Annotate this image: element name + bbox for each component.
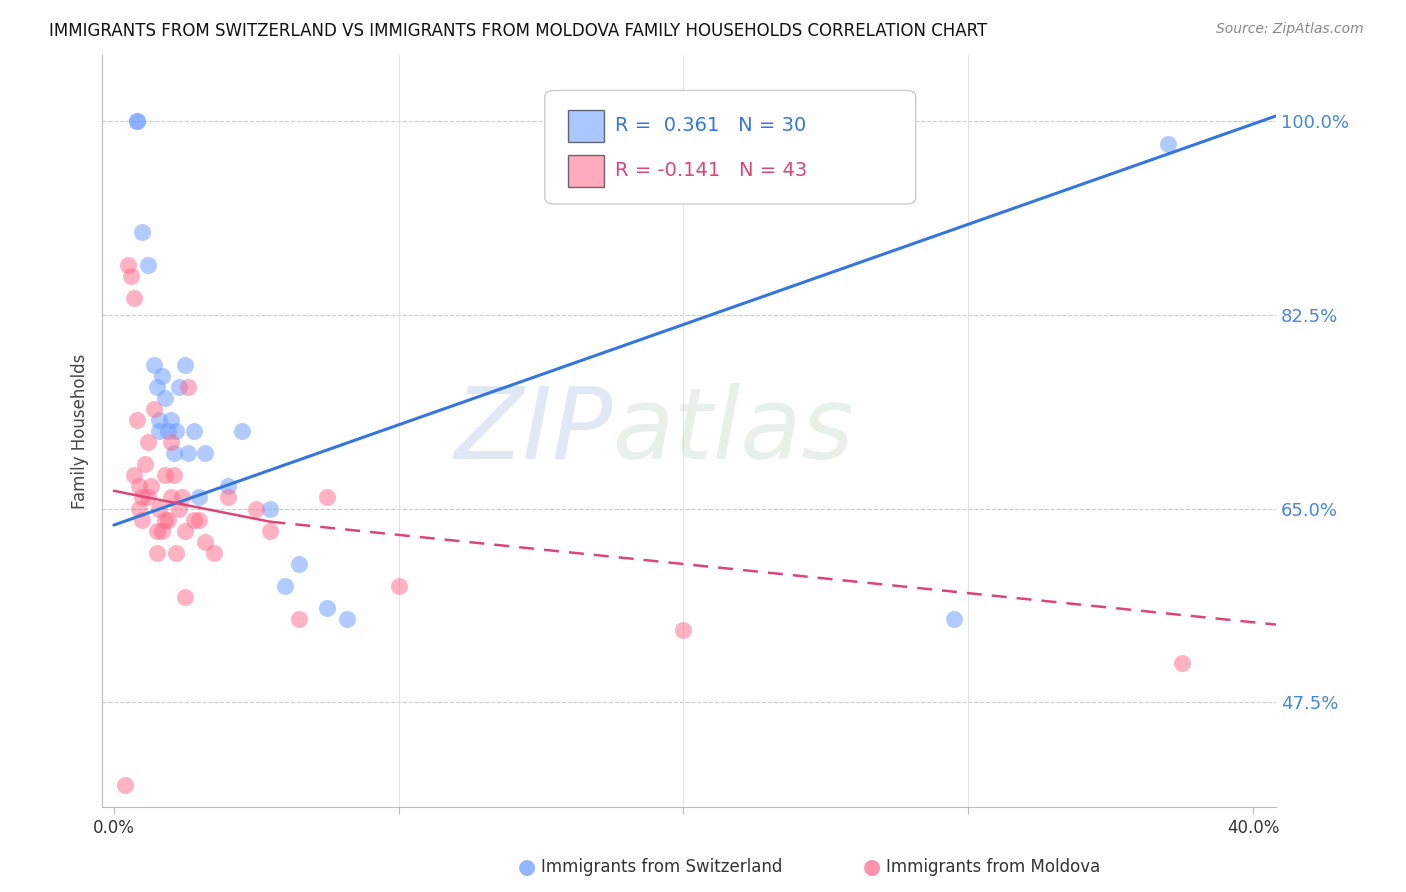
Point [145, 524, 167, 538]
Text: R = -0.141   N = 43: R = -0.141 N = 43 [616, 161, 807, 179]
Point [183, 424, 205, 438]
Point [177, 380, 200, 394]
Point [145, 380, 167, 394]
Text: Source: ZipAtlas.com: Source: ZipAtlas.com [1216, 22, 1364, 37]
Text: IMMIGRANTS FROM SWITZERLAND VS IMMIGRANTS FROM MOLDOVA FAMILY HOUSEHOLDS CORRELA: IMMIGRANTS FROM SWITZERLAND VS IMMIGRANT… [49, 22, 987, 40]
Point [122, 292, 145, 306]
Point [172, 491, 194, 505]
Point [125, 114, 148, 128]
Point [125, 114, 148, 128]
Point [1171, 657, 1194, 671]
FancyBboxPatch shape [568, 110, 603, 142]
Point [188, 512, 211, 526]
Point [194, 446, 217, 460]
Point [131, 512, 153, 526]
Point [150, 524, 173, 538]
Text: ●: ● [519, 857, 536, 877]
Point [122, 468, 145, 483]
Point [159, 435, 181, 450]
Point [142, 402, 165, 417]
Point [217, 491, 239, 505]
FancyBboxPatch shape [546, 90, 915, 204]
Point [159, 413, 181, 427]
Point [316, 491, 339, 505]
Point [202, 546, 225, 560]
Text: Immigrants from Moldova: Immigrants from Moldova [886, 858, 1099, 876]
Point [231, 424, 253, 438]
Point [388, 579, 411, 593]
Point [177, 446, 200, 460]
Point [145, 546, 167, 560]
Point [131, 225, 153, 239]
Point [156, 512, 179, 526]
Point [128, 479, 150, 493]
Point [943, 612, 966, 626]
Point [245, 501, 267, 516]
Point [166, 546, 188, 560]
Point [117, 258, 139, 272]
Point [136, 435, 159, 450]
Point [148, 424, 170, 438]
Point [183, 512, 205, 526]
Point [194, 534, 217, 549]
Point [120, 269, 142, 284]
Point [142, 358, 165, 372]
Point [1157, 136, 1180, 151]
Text: R =  0.361   N = 30: R = 0.361 N = 30 [616, 116, 807, 135]
Text: ●: ● [863, 857, 880, 877]
Point [288, 557, 311, 571]
Point [153, 391, 176, 405]
Point [274, 579, 297, 593]
Point [259, 524, 281, 538]
Text: ZIP: ZIP [454, 383, 613, 480]
Point [136, 258, 159, 272]
Point [139, 479, 162, 493]
Point [288, 612, 311, 626]
Point [174, 590, 197, 604]
Y-axis label: Family Households: Family Households [72, 353, 89, 508]
Text: Immigrants from Switzerland: Immigrants from Switzerland [541, 858, 783, 876]
Point [156, 424, 179, 438]
Point [166, 424, 188, 438]
Point [259, 501, 281, 516]
Point [169, 380, 191, 394]
Point [217, 479, 239, 493]
Point [153, 512, 176, 526]
Point [136, 491, 159, 505]
Point [169, 501, 191, 516]
Point [174, 524, 197, 538]
Point [150, 368, 173, 383]
Point [316, 601, 339, 615]
Point [188, 491, 211, 505]
Point [128, 501, 150, 516]
FancyBboxPatch shape [568, 155, 603, 186]
Point [159, 491, 181, 505]
Point [174, 358, 197, 372]
Point [163, 468, 186, 483]
Point [153, 468, 176, 483]
Point [148, 501, 170, 516]
Point [336, 612, 359, 626]
Point [148, 413, 170, 427]
Point [131, 491, 153, 505]
Point [114, 778, 136, 792]
Text: atlas: atlas [613, 383, 855, 480]
Point [125, 413, 148, 427]
Point [163, 446, 186, 460]
Point [134, 457, 156, 471]
Point [672, 623, 695, 637]
